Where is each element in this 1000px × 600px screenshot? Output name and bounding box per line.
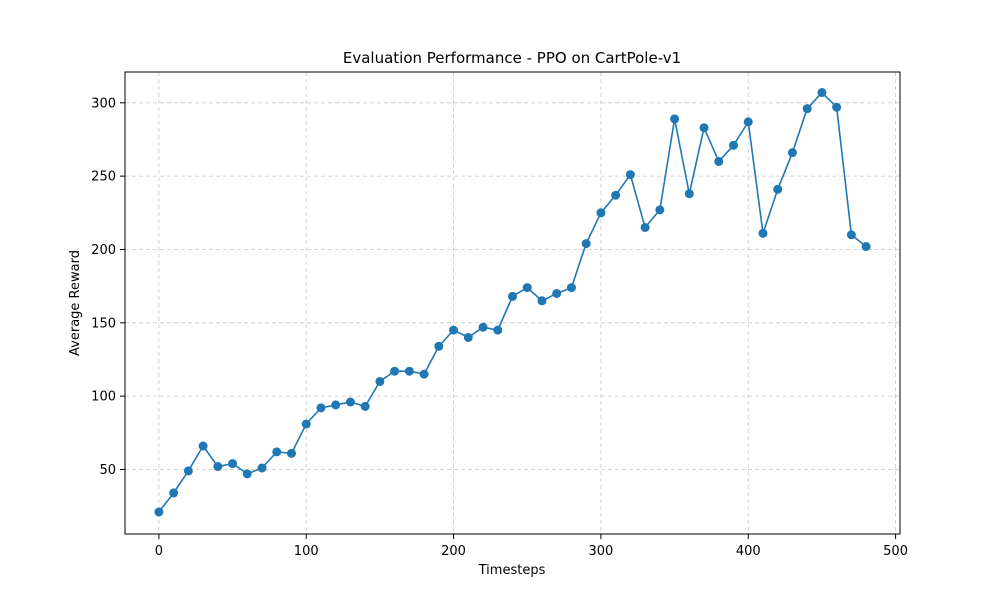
data-point	[596, 208, 606, 218]
plot-frame	[124, 71, 901, 535]
data-point	[213, 462, 223, 472]
data-point	[169, 488, 179, 498]
data-point	[183, 466, 193, 476]
data-point	[286, 448, 296, 458]
data-point	[773, 184, 783, 194]
data-point	[478, 322, 488, 332]
y-tick-label: 300	[91, 96, 116, 111]
data-point	[802, 104, 812, 114]
y-tick-label: 250	[91, 170, 116, 185]
data-point	[345, 397, 355, 407]
data-point	[419, 369, 429, 379]
x-tick-label: 400	[736, 544, 761, 559]
data-point	[714, 156, 724, 166]
data-point	[404, 366, 414, 376]
data-point	[670, 114, 680, 124]
data-point	[242, 469, 252, 479]
data-point	[390, 366, 400, 376]
data-point	[699, 123, 709, 133]
data-point	[684, 189, 694, 199]
data-point	[198, 441, 208, 451]
data-point	[463, 332, 473, 342]
data-point	[493, 325, 503, 335]
data-point	[316, 403, 326, 413]
data-point	[301, 419, 311, 429]
y-tick-label: 100	[91, 390, 116, 405]
grid-lines	[125, 72, 900, 534]
axis-ticks: 0 100 200 300 400 500 50 100 150 200 250 300	[91, 96, 908, 559]
data-point	[552, 288, 562, 298]
data-point	[832, 102, 842, 112]
data-point	[228, 459, 238, 469]
data-point	[743, 117, 753, 127]
data-point	[360, 401, 370, 411]
x-axis-label: Timesteps	[478, 563, 546, 578]
y-tick-label: 150	[91, 316, 116, 331]
y-tick-label: 50	[99, 463, 116, 478]
data-point	[581, 239, 591, 249]
data-point	[846, 230, 856, 240]
chart-title: Evaluation Performance - PPO on CartPole…	[343, 49, 681, 67]
data-point	[861, 242, 871, 252]
data-point	[434, 341, 444, 351]
data-point	[257, 463, 267, 473]
x-tick-label: 300	[588, 544, 613, 559]
data-point	[272, 447, 282, 457]
data-point	[611, 190, 621, 200]
data-point	[154, 507, 164, 517]
data-point	[522, 283, 532, 293]
data-point	[566, 283, 576, 293]
data-point	[331, 400, 341, 410]
data-point	[640, 222, 650, 232]
x-tick-label: 0	[155, 544, 163, 559]
series-layer	[154, 88, 871, 517]
data-point	[449, 325, 459, 335]
data-point	[375, 376, 385, 386]
data-point	[758, 228, 768, 238]
y-tick-label: 200	[91, 243, 116, 258]
x-tick-label: 100	[294, 544, 319, 559]
data-point	[729, 140, 739, 150]
x-tick-label: 200	[441, 544, 466, 559]
data-point	[817, 88, 827, 98]
data-point	[508, 291, 517, 301]
x-tick-label: 500	[883, 544, 908, 559]
data-point	[625, 170, 635, 180]
data-point	[655, 205, 665, 215]
y-axis-label: Average Reward	[68, 250, 83, 356]
data-point	[787, 148, 797, 158]
data-point	[537, 296, 547, 306]
